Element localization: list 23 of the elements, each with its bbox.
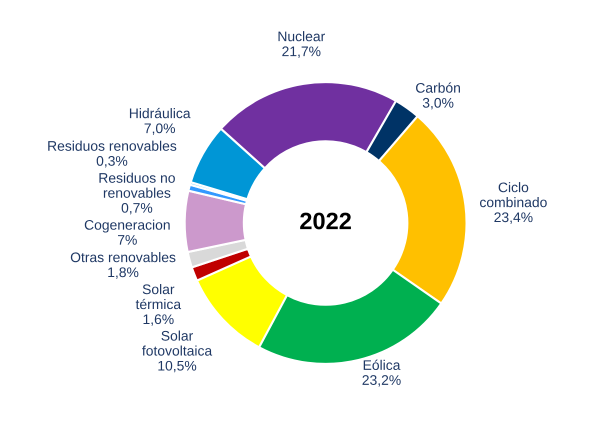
slice-label: Solar fotovoltaica <box>142 330 212 356</box>
slice-label: Solar térmica <box>136 284 182 310</box>
slice-label: Nuclear <box>278 31 325 42</box>
data-label: 23,4% <box>494 212 533 224</box>
slice-label: Residuos renovables <box>48 140 176 151</box>
slice-label: Hidráulica <box>130 108 191 118</box>
data-label: 1,8% <box>108 267 138 279</box>
data-label: 0,3% <box>96 156 128 168</box>
data-label: 10,5% <box>158 360 196 372</box>
data-label: 3,0% <box>422 98 454 110</box>
slice-label: Ciclo combinado <box>480 182 547 208</box>
slice-label: Residuos no renovables <box>99 172 175 198</box>
data-label: 21,7% <box>282 46 320 58</box>
data-label: 0,7% <box>122 202 152 214</box>
data-label: 7,0% <box>144 123 176 135</box>
data-label: 1,6% <box>144 314 174 326</box>
slice-label: Cogeneracion <box>84 220 170 233</box>
slice-label: Otras renovables <box>70 252 176 262</box>
data-label: 7% <box>118 235 137 245</box>
slice-label: Eólica <box>364 360 400 370</box>
slice-label: Carbón <box>416 82 460 93</box>
text: 2022 <box>300 212 351 230</box>
data-label: 23,2% <box>362 375 401 387</box>
